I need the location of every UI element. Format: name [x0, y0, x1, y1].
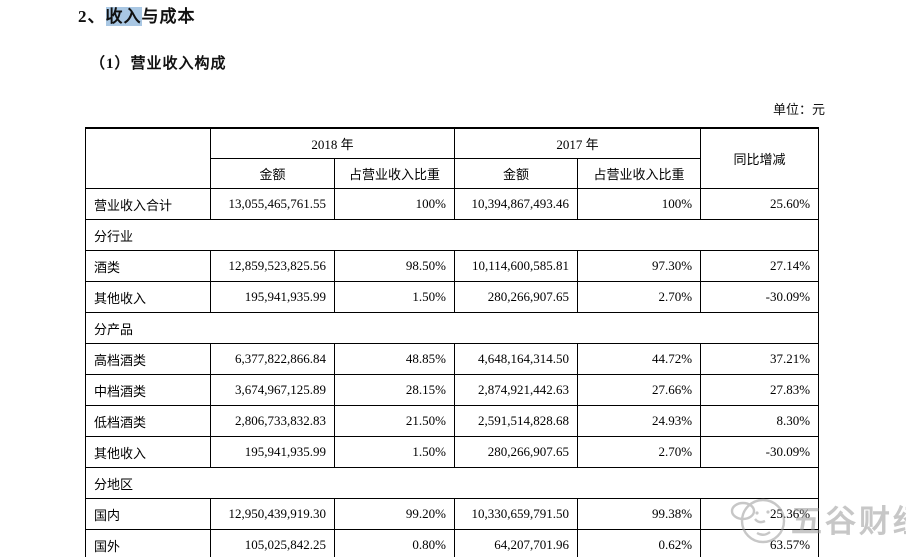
- cell-amount-2018: 2,806,733,832.83: [210, 405, 335, 437]
- header-yoy: 同比增减: [700, 127, 820, 189]
- row-label: 国内: [85, 498, 211, 530]
- table-row-highend: 高档酒类 6,377,822,866.84 48.85% 4,648,164,3…: [85, 343, 820, 375]
- header-year-2018: 2018 年: [209, 127, 456, 159]
- cell-ratio-2018: 48.85%: [333, 343, 456, 375]
- cell-amount-2018: 3,674,967,125.89: [210, 374, 335, 406]
- table-row-other-income-2: 其他收入 195,941,935.99 1.50% 280,266,907.65…: [85, 436, 820, 468]
- table-row-total: 营业收入合计 13,055,465,761.55 100% 10,394,867…: [85, 188, 820, 220]
- cell-yoy: 63.57%: [700, 529, 820, 557]
- cell-amount-2018: 12,859,523,825.56: [210, 250, 335, 282]
- header-row-metrics: 金额 占营业收入比重 金额 占营业收入比重: [86, 158, 819, 189]
- cell-ratio-2018: 100%: [333, 188, 456, 220]
- row-label: 中档酒类: [85, 374, 211, 406]
- row-label: 其他收入: [85, 436, 211, 468]
- header-year-2017: 2017 年: [454, 127, 702, 159]
- highlighted-text-selection: 收入: [105, 7, 142, 26]
- cell-yoy: -30.09%: [700, 436, 820, 468]
- cell-yoy: 8.30%: [700, 405, 820, 437]
- cell-ratio-2017: 99.38%: [577, 498, 702, 530]
- unit-label: 单位：元: [772, 102, 825, 117]
- cell-ratio-2018: 0.80%: [333, 529, 456, 557]
- cell-ratio-2017: 97.30%: [577, 250, 702, 282]
- cell-ratio-2018: 98.50%: [333, 250, 456, 282]
- cell-yoy: 27.14%: [700, 250, 820, 282]
- header-ratio-2017: 占营业收入比重: [577, 158, 702, 189]
- cell-amount-2017: 4,648,164,314.50: [454, 343, 579, 375]
- cell-amount-2017: 280,266,907.65: [454, 436, 579, 468]
- cell-amount-2018: 195,941,935.99: [210, 436, 335, 468]
- cell-ratio-2017: 44.72%: [577, 343, 702, 375]
- cell-amount-2017: 10,114,600,585.81: [454, 250, 579, 282]
- cell-ratio-2018: 28.15%: [333, 374, 456, 406]
- cell-ratio-2018: 1.50%: [333, 436, 456, 468]
- page-title: 2、收入与成本: [78, 2, 196, 27]
- cell-amount-2017: 280,266,907.65: [454, 281, 579, 313]
- section-row-label: 分产品: [84, 312, 820, 344]
- row-label: 高档酒类: [85, 343, 211, 375]
- cell-amount-2018: 13,055,465,761.55: [210, 188, 335, 220]
- revenue-composition-table: 2018 年 2017 年 同比增减 金额 占营业收入比重 金额 占营业收入比重…: [84, 127, 820, 557]
- section-row-label: 分地区: [84, 467, 820, 499]
- cell-ratio-2017: 2.70%: [577, 436, 702, 468]
- table-row-lowend: 低档酒类 2,806,733,832.83 21.50% 2,591,514,8…: [85, 405, 820, 437]
- section-subtitle: （1）营业收入构成: [90, 56, 227, 72]
- corner-empty-cell: [85, 127, 211, 189]
- cell-yoy: 37.21%: [700, 343, 820, 375]
- table-row-liquor: 酒类 12,859,523,825.56 98.50% 10,114,600,5…: [85, 250, 820, 282]
- cell-amount-2018: 195,941,935.99: [210, 281, 335, 313]
- header-ratio-2018: 占营业收入比重: [333, 158, 456, 189]
- table-row-other-income: 其他收入 195,941,935.99 1.50% 280,266,907.65…: [85, 281, 820, 313]
- section-row-product: 分产品: [84, 312, 820, 344]
- row-label: 低档酒类: [85, 405, 211, 437]
- table-row-midrange: 中档酒类 3,674,967,125.89 28.15% 2,874,921,4…: [85, 374, 820, 406]
- row-label: 其他收入: [85, 281, 211, 313]
- cell-yoy: 25.36%: [700, 498, 820, 530]
- cell-amount-2018: 12,950,439,919.30: [210, 498, 335, 530]
- section-row-label: 分行业: [84, 219, 820, 251]
- header-amount-2018: 金额: [210, 158, 335, 189]
- cell-amount-2017: 64,207,701.96: [454, 529, 579, 557]
- row-label: 营业收入合计: [85, 188, 211, 220]
- cell-yoy: 25.60%: [700, 188, 820, 220]
- cell-amount-2018: 6,377,822,866.84: [210, 343, 335, 375]
- cell-yoy: 27.83%: [700, 374, 820, 406]
- cell-ratio-2018: 99.20%: [333, 498, 456, 530]
- row-label: 酒类: [85, 250, 211, 282]
- cell-ratio-2017: 2.70%: [577, 281, 702, 313]
- cell-amount-2017: 2,591,514,828.68: [454, 405, 579, 437]
- header-amount-2017: 金额: [454, 158, 579, 189]
- cell-ratio-2018: 1.50%: [333, 281, 456, 313]
- section-row-industry: 分行业: [84, 219, 820, 251]
- cell-ratio-2017: 0.62%: [577, 529, 702, 557]
- cell-amount-2017: 10,330,659,791.50: [454, 498, 579, 530]
- section-row-region: 分地区: [84, 467, 820, 499]
- title-prefix: 2、: [78, 7, 106, 26]
- cell-amount-2018: 105,025,842.25: [210, 529, 335, 557]
- row-label: 国外: [85, 529, 211, 557]
- header-row-years: 2018 年 2017 年 同比增减: [85, 127, 820, 189]
- cell-yoy: -30.09%: [700, 281, 820, 313]
- table-row-overseas: 国外 105,025,842.25 0.80% 64,207,701.96 0.…: [85, 529, 820, 557]
- cell-amount-2017: 10,394,867,493.46: [454, 188, 579, 220]
- cell-ratio-2017: 24.93%: [577, 405, 702, 437]
- table-row-domestic: 国内 12,950,439,919.30 99.20% 10,330,659,7…: [85, 498, 820, 530]
- cell-ratio-2018: 21.50%: [333, 405, 456, 437]
- title-rest: 与成本: [141, 7, 196, 26]
- cell-ratio-2017: 27.66%: [577, 374, 702, 406]
- cell-amount-2017: 2,874,921,442.63: [454, 374, 579, 406]
- cell-ratio-2017: 100%: [577, 188, 702, 220]
